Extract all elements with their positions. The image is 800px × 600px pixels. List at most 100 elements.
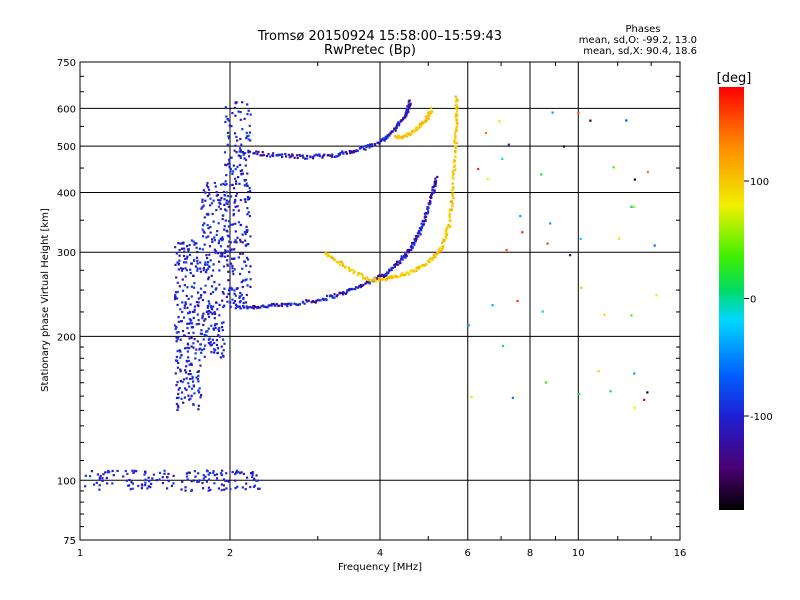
cluster-point [227, 163, 230, 166]
trace-point [361, 275, 365, 278]
cluster-point [179, 356, 182, 359]
cluster-point [129, 488, 132, 491]
cluster-point [197, 291, 200, 294]
trace-point [406, 105, 409, 108]
trace-point [438, 246, 442, 249]
cluster-point [212, 263, 215, 266]
sparse-point [589, 119, 592, 122]
cluster-point [245, 136, 248, 140]
trace-point [341, 263, 345, 266]
trace-point [277, 154, 280, 157]
cluster-point [177, 330, 180, 334]
trace-point [290, 155, 293, 158]
trace-point [356, 274, 359, 277]
trace-point [235, 151, 238, 154]
cluster-point [199, 332, 203, 335]
trace-point [415, 267, 418, 270]
cluster-point [226, 194, 229, 198]
trace-point [433, 255, 436, 259]
trace-point [363, 277, 366, 280]
cluster-point [221, 238, 224, 241]
trace-point [335, 295, 338, 298]
cluster-point [183, 347, 187, 350]
cluster-point [208, 253, 211, 256]
cluster-point [176, 303, 179, 307]
cluster-point [244, 200, 247, 203]
cluster-point [205, 271, 208, 274]
trace-point [314, 301, 317, 304]
trace-point [442, 240, 445, 243]
trace-point [422, 263, 425, 267]
trace-point [333, 293, 336, 296]
cluster-point [176, 408, 179, 412]
trace-point [456, 114, 459, 117]
cluster-point [179, 308, 182, 311]
cluster-point [185, 294, 188, 297]
cluster-point [185, 261, 188, 264]
cluster-point [183, 304, 186, 307]
cluster-point [220, 345, 223, 348]
trace-point [417, 235, 420, 238]
cluster-point [214, 249, 217, 253]
cluster-point [207, 188, 211, 191]
cluster-point [234, 222, 237, 225]
trace-point [454, 151, 457, 154]
cluster-point [243, 184, 246, 187]
cluster-point [181, 301, 184, 304]
cluster-point [98, 476, 102, 479]
cluster-point [193, 259, 196, 262]
trace-point [340, 291, 343, 295]
trace-point [352, 272, 355, 275]
cluster-point [220, 352, 224, 355]
cluster-point [236, 236, 239, 239]
cluster-point [175, 355, 178, 359]
sparse-point [633, 406, 636, 409]
cluster-point [184, 489, 187, 492]
trace-point [336, 261, 339, 264]
cluster-point [247, 134, 250, 137]
cluster-point [180, 397, 183, 400]
trace-point [354, 287, 357, 291]
cluster-point [220, 322, 224, 325]
sparse-point [653, 244, 656, 247]
trace-point [330, 256, 334, 259]
cluster-point [251, 471, 254, 474]
cluster-point [258, 487, 261, 490]
cluster-point [203, 263, 207, 266]
cluster-point [207, 341, 210, 345]
cluster-point [238, 182, 241, 185]
cluster-point [98, 488, 101, 491]
x-tick-label: 1 [77, 548, 83, 559]
cluster-point [239, 240, 242, 243]
sparse-point [612, 166, 615, 169]
cluster-point [195, 376, 198, 379]
cluster-point [218, 335, 222, 338]
cluster-point [240, 280, 243, 284]
trace-point [247, 149, 250, 152]
cluster-point [214, 312, 217, 315]
cluster-point [237, 176, 240, 179]
cluster-point [189, 397, 192, 400]
trace-point [424, 119, 427, 123]
cluster-point [204, 284, 207, 287]
cluster-point [189, 319, 192, 322]
trace-point [359, 286, 362, 289]
trace-point [357, 271, 360, 275]
cluster-point [237, 471, 240, 474]
trace-point [288, 302, 291, 305]
cluster-point [177, 361, 180, 365]
cluster-point [131, 482, 134, 485]
cluster-point [221, 290, 224, 294]
trace-point [380, 139, 383, 143]
trace-point [252, 305, 255, 308]
trace-point [436, 175, 439, 179]
cluster-point [239, 137, 242, 141]
trace-point [306, 300, 309, 303]
cluster-point [201, 200, 204, 203]
cluster-point [225, 174, 228, 177]
trace-point [280, 304, 284, 308]
cluster-point [225, 487, 228, 490]
sparse-point [477, 167, 480, 171]
cluster-point [209, 197, 212, 200]
cluster-point [189, 268, 192, 271]
